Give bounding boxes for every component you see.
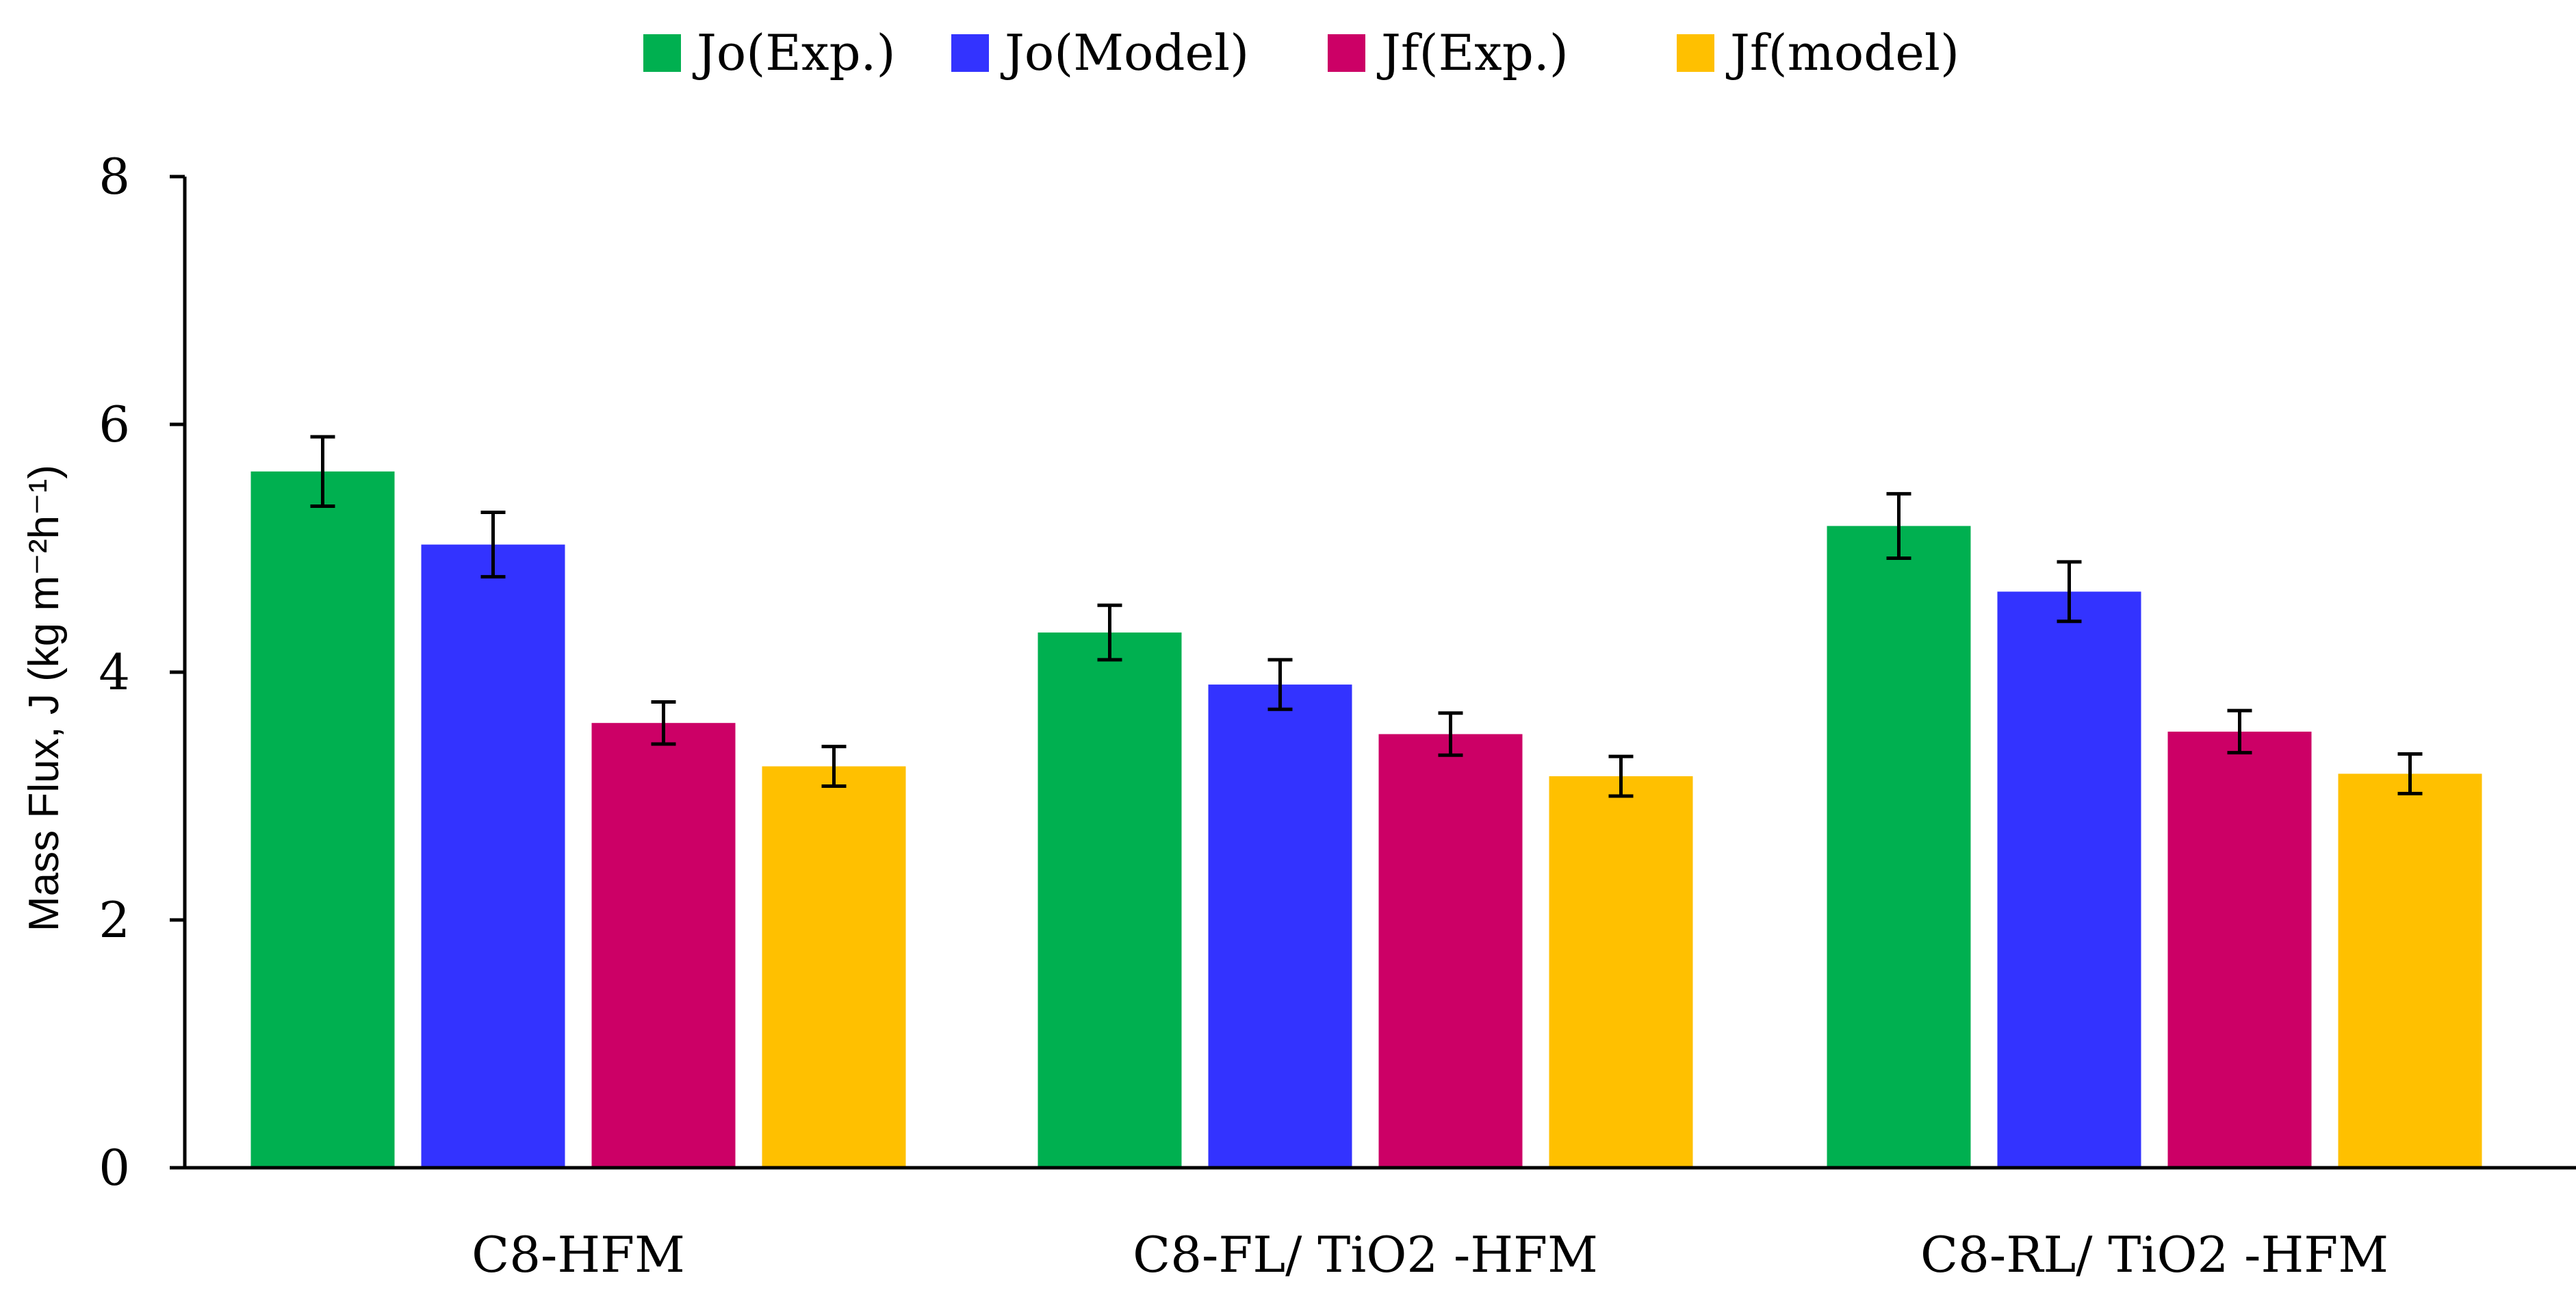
legend-label: Jo(Model) [1000,24,1249,81]
bar [1208,684,1352,1168]
x-category-label: C8-FL/ TiO2 -HFM [1133,1226,1598,1283]
legend-label: Jf(model) [1725,24,1959,81]
legend: Jo(Exp.) Jo(Model) Jf(Exp.) Jf(model) [643,24,1959,81]
bar [1997,591,2141,1168]
bar [1549,776,1693,1168]
y-ticks: 0 2 4 6 8 [99,148,185,1196]
legend-swatch [951,34,989,72]
bar [1378,734,1523,1168]
legend-label: Jo(Exp.) [692,24,896,81]
legend-swatch [643,34,681,72]
x-category-label: C8-HFM [472,1226,685,1283]
legend-label: Jf(Exp.) [1376,24,1569,81]
y-tick-label: 0 [99,1139,130,1196]
bar [1827,526,1971,1168]
x-categories: C8-HFM C8-FL/ TiO2 -HFM C8-RL/ TiO2 -HFM [472,1226,2388,1283]
y-tick-label: 6 [99,396,130,453]
bar [762,766,906,1168]
bar [250,471,395,1168]
bar [1038,632,1182,1168]
y-tick-label: 4 [99,643,130,701]
legend-swatch [1328,34,1365,72]
x-category-label: C8-RL/ TiO2 -HFM [1920,1226,2388,1283]
y-tick-label: 2 [99,891,130,949]
y-axis-title: Mass Flux, J (kg m⁻²h⁻¹) [21,465,68,932]
bar [421,544,565,1168]
y-tick-label: 8 [99,148,130,205]
bars [250,471,2482,1168]
bar [2167,731,2312,1168]
bar [591,723,736,1168]
error-bars [310,435,2423,798]
legend-swatch [1677,34,1714,72]
bar [2338,773,2482,1168]
